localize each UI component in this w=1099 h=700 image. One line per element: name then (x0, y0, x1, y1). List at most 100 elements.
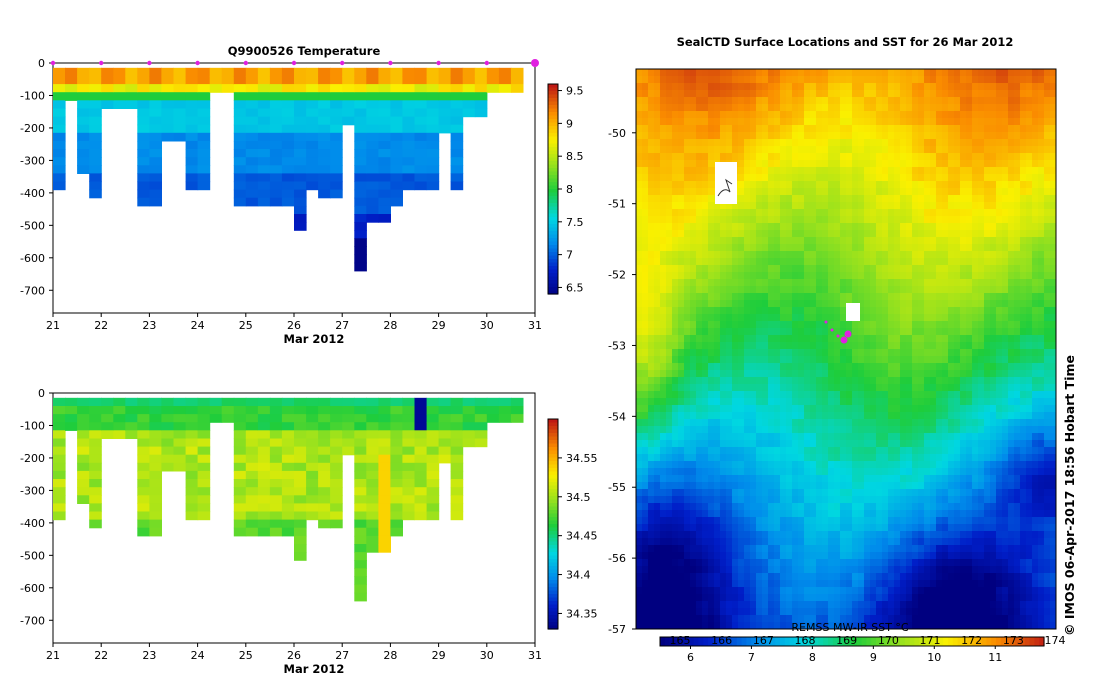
sst-cell (930, 426, 937, 434)
sst-cell (888, 216, 895, 224)
sst-cell (666, 111, 673, 119)
sst-cell (702, 69, 709, 77)
sst-cell (852, 342, 859, 350)
sst-cell (918, 293, 925, 301)
sst-cell (750, 349, 757, 357)
sst-cell (732, 405, 739, 413)
sst-cell (810, 153, 817, 161)
sst-cell (738, 223, 745, 231)
profile-cell (402, 100, 415, 109)
sst-cell (672, 391, 679, 399)
sst-cell (780, 251, 787, 259)
sst-cell (954, 293, 961, 301)
sst-cell (846, 104, 853, 112)
profile-cell (233, 414, 247, 423)
sst-cell (774, 104, 781, 112)
sst-cell (1032, 230, 1039, 238)
sst-cell (936, 132, 943, 140)
sst-cell (750, 272, 757, 280)
sst-cell (1002, 223, 1009, 231)
sst-cell (882, 174, 889, 182)
sst-cell (936, 356, 943, 364)
sst-cell (702, 237, 709, 245)
colorbar-cell (548, 587, 558, 592)
sst-cell (708, 349, 715, 357)
sst-cell (912, 314, 919, 322)
sst-cell (684, 251, 691, 259)
profile-cell (378, 197, 391, 207)
sst-cell (828, 286, 835, 294)
colorbar-cell (548, 583, 558, 588)
colorbar-cell (548, 555, 558, 560)
profile-cell (378, 454, 391, 464)
sst-cell (636, 307, 643, 315)
sst-cell (972, 279, 979, 287)
sst-cell (1026, 174, 1033, 182)
sst-cell (768, 97, 775, 105)
profile-cell (245, 132, 259, 142)
sst-cell (840, 384, 847, 392)
profile-cell (281, 446, 295, 456)
sst-cell (984, 405, 991, 413)
sst-cell (912, 223, 919, 231)
sst-cell (774, 76, 781, 84)
sst-cell (714, 230, 721, 238)
sst-cell (870, 167, 877, 175)
sst-cell (1038, 265, 1045, 273)
sst-cell (912, 272, 919, 280)
sst-cell (810, 209, 817, 217)
sst-cell (696, 195, 703, 203)
sst-cell (678, 279, 685, 287)
sst-cell (678, 223, 685, 231)
sst-cell (948, 384, 955, 392)
sst-cell (972, 265, 979, 273)
sst-cell (660, 139, 667, 147)
sst-cell (888, 328, 895, 336)
sst-cell (774, 132, 781, 140)
sst-cell (756, 202, 763, 210)
sst-cell (756, 384, 763, 392)
sst-cell (822, 321, 829, 329)
colorbar-cell (548, 604, 558, 609)
sst-cell (816, 328, 823, 336)
sst-cell (642, 314, 649, 322)
profile-cell (426, 438, 440, 448)
sst-cell (780, 377, 787, 385)
sst-cell (900, 349, 907, 357)
sst-cell (906, 83, 913, 91)
profile-cell (306, 422, 319, 431)
profile-cell (53, 511, 66, 521)
sst-cell (960, 160, 967, 168)
sst-cell (864, 279, 871, 287)
sst-cell (972, 202, 979, 210)
sst-cell (726, 244, 733, 252)
sst-cell (954, 111, 961, 119)
sst-cell (942, 195, 949, 203)
profile-cell (77, 100, 90, 109)
sst-cell (702, 377, 709, 385)
sst-cell (858, 279, 865, 287)
profile-cell (426, 92, 440, 101)
sst-cell (702, 258, 709, 266)
sst-cell (1044, 286, 1051, 294)
sst-cell (726, 202, 733, 210)
profile-cell (269, 108, 283, 118)
sst-cell (852, 363, 859, 371)
sst-cell (636, 111, 643, 119)
sst-cell (984, 370, 991, 378)
sst-cell (978, 412, 985, 420)
sst-cell (984, 377, 991, 385)
sst-cell (906, 265, 913, 273)
profile-cell (330, 100, 343, 109)
sst-cell (870, 272, 877, 280)
sst-cell (804, 279, 811, 287)
sst-cell (1002, 153, 1009, 161)
sst-cell (1002, 181, 1009, 189)
sst-cell (852, 398, 859, 406)
sst-cell (990, 223, 997, 231)
profile-cell (101, 406, 114, 415)
sst-cell (972, 356, 979, 364)
profile-cell (354, 140, 367, 150)
sst-cell (894, 377, 901, 385)
sst-cell (1020, 104, 1027, 112)
